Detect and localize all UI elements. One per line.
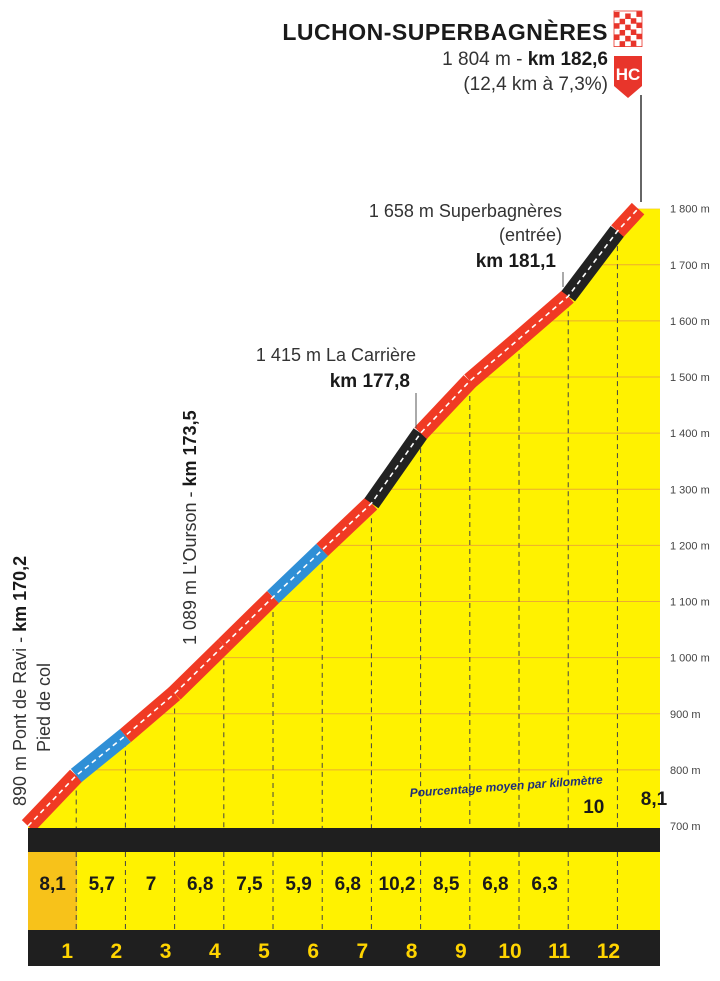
- km-marker-12: 12: [597, 940, 620, 963]
- waypoint-superbagneres-sub: (entrée): [499, 225, 562, 245]
- profile-centre-line: [27, 208, 639, 827]
- finish-flag-icon: HC: [613, 10, 643, 202]
- category-label: HC: [616, 65, 641, 84]
- gradient-value-12: 10: [583, 797, 604, 818]
- profile-fill-layer: [28, 208, 660, 930]
- km-marker-3: 3: [160, 940, 172, 963]
- km-marker-1: 1: [61, 940, 73, 963]
- gradient-value-9: 8,5: [433, 874, 460, 895]
- km-marker-2: 2: [111, 940, 123, 963]
- waypoint-ourson-label: 1 089 m L'Ourson - km 173,5: [180, 410, 200, 645]
- gradient-value-2: 5,7: [89, 874, 115, 895]
- km-marker-5: 5: [258, 940, 270, 963]
- altitude-tick-1100: 1 100 m: [670, 597, 710, 609]
- altitude-tick-1000: 1 000 m: [670, 653, 710, 665]
- waypoint-carriere-km: km 177,8: [330, 371, 410, 392]
- summit-separator: -: [511, 49, 528, 70]
- gradient-value-3: 7: [146, 874, 157, 895]
- gradient-value-13: 8,1: [641, 789, 668, 810]
- altitude-axis-layer: 700 m 800 m 900 m 1 000 m 1 100 m 1 200 m 1 30…: [670, 204, 710, 833]
- waypoint-superbagneres-name: 1 658 m Superbagnères: [369, 201, 562, 221]
- gradient-band-layer: [21, 202, 645, 832]
- gradient-label-layer: 8,1 5,7 7 6,8 7,5 5,9 6,8 10,2 8,5 6,8 6,3 10 8,1: [39, 789, 667, 895]
- hc-badge: [614, 56, 642, 98]
- gradient-value-11: 6,3: [531, 874, 557, 895]
- altitude-tick-1700: 1 700 m: [670, 260, 710, 272]
- altitude-tick-800: 800 m: [670, 765, 701, 777]
- gradient-value-4: 6,8: [187, 874, 213, 895]
- gradient-value-6: 5,9: [285, 874, 311, 895]
- km-base-layer: 1 2 3 4 5 6 7 8 9 10 11 12: [28, 828, 660, 966]
- altitude-tick-1500: 1 500 m: [670, 372, 710, 384]
- km-marker-7: 7: [357, 940, 369, 963]
- gradient-value-8: 10,2: [379, 874, 416, 895]
- km-marker-11: 11: [548, 940, 571, 963]
- altitude-tick-1800: 1 800 m: [670, 204, 710, 216]
- altitude-tick-700: 700 m: [670, 821, 701, 833]
- gradient-value-10: 6,8: [482, 874, 508, 895]
- summit-altitude: 1 804 m: [442, 49, 511, 70]
- km-marker-9: 9: [455, 940, 467, 963]
- altitude-tick-1600: 1 600 m: [670, 316, 710, 328]
- gradient-band-segment-12: [561, 226, 625, 302]
- summit-info: 1 804 m - km 182,6: [442, 49, 608, 70]
- altitude-tick-1300: 1 300 m: [670, 484, 710, 496]
- gradient-header-strip: [28, 828, 660, 852]
- waypoint-start-sub: Pied de col: [34, 663, 54, 752]
- altitude-tick-1200: 1 200 m: [670, 540, 710, 552]
- altitude-tick-900: 900 m: [670, 709, 701, 721]
- km-base-strip: [28, 930, 660, 966]
- waypoint-start-km: km 170,2: [10, 556, 30, 632]
- gradient-value-7: 6,8: [335, 874, 361, 895]
- km-marker-4: 4: [209, 940, 221, 963]
- gradient-value-5: 7,5: [236, 874, 263, 895]
- km-marker-10: 10: [498, 940, 521, 963]
- waypoint-ourson-km: km 173,5: [180, 410, 200, 486]
- km-marker-8: 8: [406, 940, 418, 963]
- gradient-value-start: [28, 852, 78, 930]
- waypoint-start-label: 890 m Pont de Ravi - km 170,2: [10, 556, 30, 806]
- waypoint-carriere-name: 1 415 m La Carrière: [256, 345, 416, 365]
- gradient-value-1: 8,1: [39, 874, 66, 895]
- gradient-value-strip: [77, 852, 660, 930]
- summit-km: km 182,6: [528, 49, 608, 70]
- km-marker-6: 6: [307, 940, 319, 963]
- altitude-tick-1400: 1 400 m: [670, 428, 710, 440]
- checkered-flag: [613, 10, 643, 48]
- summit-name: LUCHON-SUPERBAGNÈRES: [282, 18, 608, 45]
- waypoint-superbagneres-km: km 181,1: [476, 251, 557, 272]
- waypoint-ourson-text: 1 089 m L'Ourson -: [180, 486, 200, 645]
- summit-climb-stats: (12,4 km à 7,3%): [463, 74, 608, 95]
- waypoint-start-text: 890 m Pont de Ravi -: [10, 632, 30, 806]
